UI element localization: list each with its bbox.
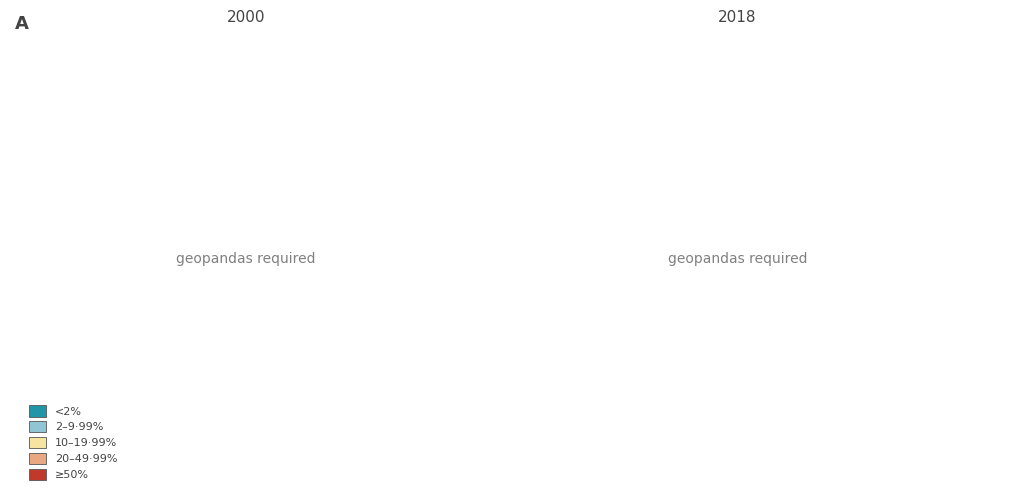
Title: 2000: 2000	[226, 9, 265, 24]
Text: geopandas required: geopandas required	[668, 252, 807, 266]
Legend: <2%, 2–9·99%, 10–19·99%, 20–49·99%, ≥50%: <2%, 2–9·99%, 10–19·99%, 20–49·99%, ≥50%	[26, 402, 121, 484]
Text: A: A	[15, 15, 30, 33]
Text: geopandas required: geopandas required	[176, 252, 315, 266]
Title: 2018: 2018	[718, 9, 757, 24]
